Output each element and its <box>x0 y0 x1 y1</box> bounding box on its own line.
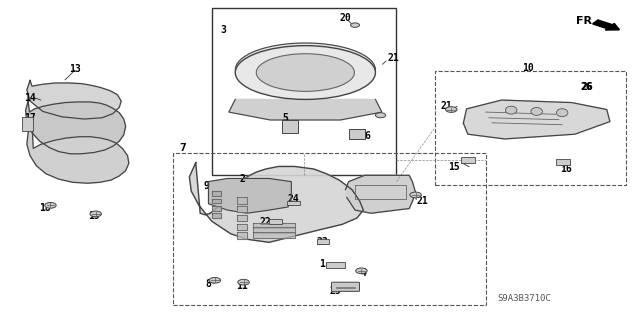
Text: 8: 8 <box>205 279 211 289</box>
Text: 26: 26 <box>582 82 593 92</box>
Polygon shape <box>237 197 246 204</box>
Circle shape <box>376 113 386 118</box>
Text: 15: 15 <box>448 162 460 172</box>
Polygon shape <box>253 232 294 238</box>
Ellipse shape <box>556 109 568 117</box>
Bar <box>349 130 365 139</box>
Circle shape <box>351 23 360 27</box>
Text: 6: 6 <box>365 131 371 141</box>
FancyBboxPatch shape <box>332 282 360 291</box>
FancyArrow shape <box>593 20 620 30</box>
Text: 19: 19 <box>88 211 100 221</box>
Polygon shape <box>236 43 376 70</box>
Text: 26: 26 <box>580 82 592 92</box>
Polygon shape <box>253 223 294 228</box>
Text: 9: 9 <box>204 182 209 191</box>
Text: FR.: FR. <box>576 16 596 26</box>
Text: 4: 4 <box>360 268 366 278</box>
Text: 3: 3 <box>220 25 226 35</box>
Circle shape <box>90 211 101 217</box>
Circle shape <box>209 278 221 283</box>
Text: 2: 2 <box>239 174 245 184</box>
Circle shape <box>238 279 249 285</box>
Text: 13: 13 <box>68 64 81 74</box>
Text: S9A3B3710C: S9A3B3710C <box>497 294 551 303</box>
Polygon shape <box>27 80 121 119</box>
Bar <box>287 201 300 205</box>
Polygon shape <box>237 206 246 212</box>
Text: 21: 21 <box>416 196 428 206</box>
Bar <box>269 219 282 224</box>
Ellipse shape <box>531 108 542 115</box>
Text: 18: 18 <box>39 203 51 212</box>
Bar <box>282 120 298 133</box>
Polygon shape <box>229 100 382 120</box>
Text: 21: 21 <box>440 101 452 111</box>
Bar <box>317 239 329 244</box>
Ellipse shape <box>236 46 376 100</box>
Text: 20: 20 <box>340 13 351 23</box>
Text: 24: 24 <box>287 194 299 204</box>
Bar <box>556 159 570 165</box>
Bar <box>461 157 476 163</box>
Bar <box>326 262 346 268</box>
Ellipse shape <box>256 54 355 91</box>
Polygon shape <box>189 163 364 242</box>
Text: 16: 16 <box>560 164 572 174</box>
Bar <box>22 117 33 131</box>
Text: 11: 11 <box>236 281 248 291</box>
Polygon shape <box>212 206 221 211</box>
Text: 22: 22 <box>259 217 271 227</box>
Text: 21: 21 <box>387 53 399 63</box>
Polygon shape <box>237 224 246 230</box>
Polygon shape <box>27 123 129 183</box>
Polygon shape <box>253 227 294 233</box>
Polygon shape <box>212 213 221 218</box>
Text: 7: 7 <box>180 144 186 153</box>
Polygon shape <box>346 175 415 213</box>
Text: 14: 14 <box>24 93 36 103</box>
Polygon shape <box>26 101 125 154</box>
Circle shape <box>410 192 421 198</box>
Text: 25: 25 <box>330 286 341 296</box>
Text: 23: 23 <box>316 237 328 247</box>
Polygon shape <box>212 198 221 203</box>
Polygon shape <box>212 191 221 196</box>
Polygon shape <box>237 232 246 239</box>
Circle shape <box>45 203 56 208</box>
Text: 17: 17 <box>24 113 36 123</box>
Polygon shape <box>237 215 246 221</box>
Text: 10: 10 <box>522 63 534 73</box>
Text: 1: 1 <box>319 259 326 270</box>
Text: 5: 5 <box>282 113 288 123</box>
Circle shape <box>445 107 457 112</box>
Polygon shape <box>209 178 291 213</box>
Circle shape <box>356 268 367 274</box>
Polygon shape <box>463 100 610 139</box>
Ellipse shape <box>506 106 517 114</box>
